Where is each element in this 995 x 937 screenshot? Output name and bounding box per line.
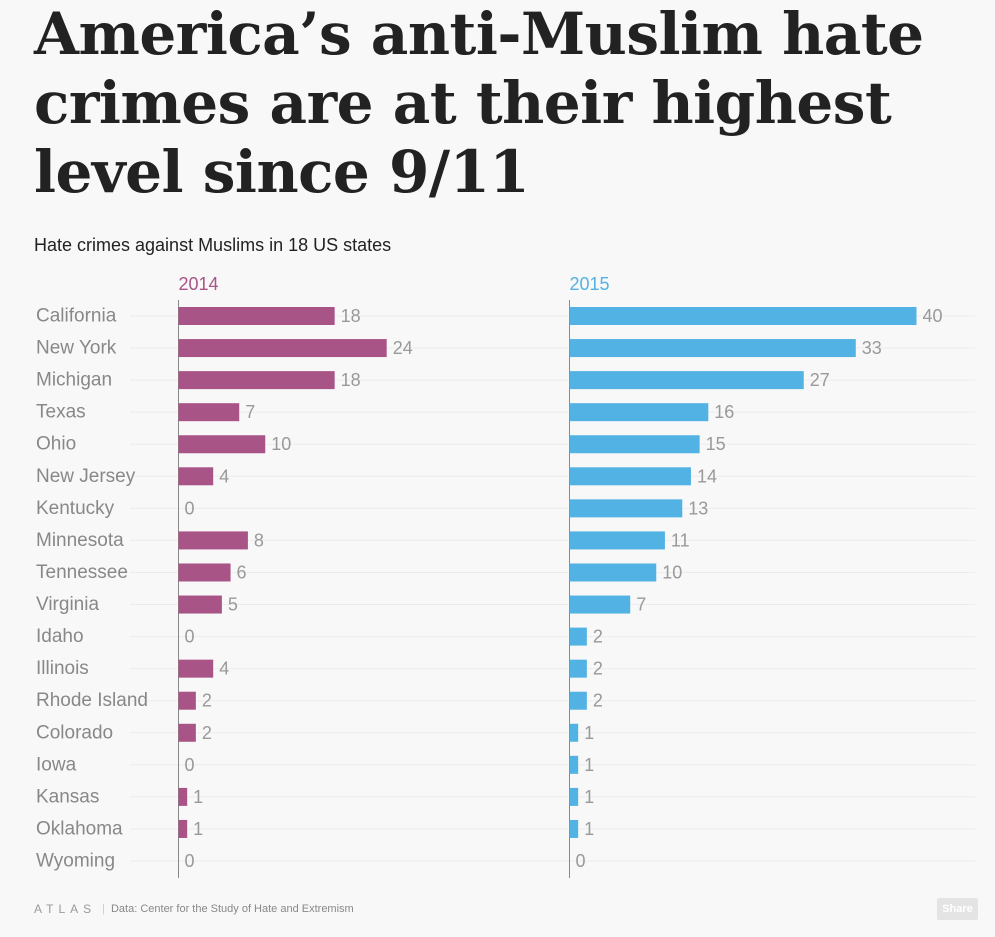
category-label: Tennessee bbox=[36, 562, 128, 583]
data-label: 18 bbox=[341, 306, 361, 326]
data-label: 0 bbox=[185, 627, 195, 647]
bar bbox=[178, 563, 231, 582]
bar bbox=[569, 755, 579, 774]
bar bbox=[569, 435, 700, 454]
category-label: Iowa bbox=[36, 754, 77, 775]
bar bbox=[178, 787, 188, 806]
data-label: 11 bbox=[671, 530, 690, 550]
category-label: New Jersey bbox=[36, 466, 136, 487]
data-label: 1 bbox=[584, 723, 594, 743]
data-label: 7 bbox=[636, 595, 646, 615]
footer: ATLAS | Data: Center for the Study of Ha… bbox=[34, 902, 354, 916]
data-label: 1 bbox=[584, 755, 594, 775]
bar bbox=[569, 595, 631, 614]
category-label: Idaho bbox=[36, 626, 84, 647]
bar bbox=[178, 691, 196, 710]
data-label: 1 bbox=[584, 819, 594, 839]
bar bbox=[178, 531, 248, 550]
bar bbox=[178, 371, 335, 390]
bar bbox=[569, 499, 683, 518]
share-button[interactable]: Share bbox=[937, 898, 978, 920]
category-label: Texas bbox=[36, 402, 86, 423]
bar bbox=[178, 467, 214, 486]
data-label: 0 bbox=[185, 498, 195, 518]
category-label: Virginia bbox=[36, 594, 99, 615]
data-label: 18 bbox=[341, 370, 361, 390]
bar bbox=[569, 659, 587, 678]
data-label: 1 bbox=[193, 787, 203, 807]
data-label: 14 bbox=[697, 466, 717, 486]
category-label: Wyoming bbox=[36, 851, 115, 872]
chart-title: America’s anti-Muslim hate crimes are at… bbox=[34, 0, 924, 206]
data-label: 5 bbox=[228, 595, 238, 615]
bar-chart: California New York Michigan Texas Ohio New J… bbox=[36, 274, 975, 878]
category-label: Minnesota bbox=[36, 530, 124, 551]
bar bbox=[569, 403, 709, 422]
category-label: New York bbox=[36, 338, 117, 359]
category-label: Oklahoma bbox=[36, 818, 123, 839]
category-label: Kansas bbox=[36, 786, 99, 807]
category-label: Colorado bbox=[36, 722, 113, 743]
data-label: 10 bbox=[271, 434, 291, 454]
bar bbox=[178, 595, 222, 614]
data-label: 27 bbox=[810, 370, 830, 390]
data-label: 4 bbox=[219, 466, 229, 486]
category-label: California bbox=[36, 306, 117, 327]
bar bbox=[569, 371, 804, 390]
data-label: 4 bbox=[219, 659, 229, 679]
series-label: 2014 bbox=[179, 274, 219, 294]
data-label: 2 bbox=[593, 691, 603, 711]
data-label: 1 bbox=[193, 819, 203, 839]
data-label: 6 bbox=[237, 562, 247, 582]
data-label: 2 bbox=[593, 627, 603, 647]
data-label: 0 bbox=[185, 851, 195, 871]
data-label: 0 bbox=[576, 851, 586, 871]
bar bbox=[178, 403, 240, 422]
category-label: Rhode Island bbox=[36, 690, 148, 711]
bar bbox=[569, 467, 691, 486]
bar bbox=[569, 819, 579, 838]
data-label: 33 bbox=[862, 338, 882, 358]
data-label: 2 bbox=[202, 691, 212, 711]
chart-subtitle: Hate crimes against Muslims in 18 US sta… bbox=[34, 235, 392, 255]
data-label: 2 bbox=[202, 723, 212, 743]
data-label: 40 bbox=[923, 306, 943, 326]
category-label: Kentucky bbox=[36, 498, 115, 519]
data-label: 1 bbox=[584, 787, 594, 807]
bar bbox=[178, 435, 266, 454]
category-label: Ohio bbox=[36, 434, 76, 455]
bar bbox=[178, 723, 196, 742]
bar bbox=[178, 307, 335, 325]
bar bbox=[178, 339, 387, 358]
bar bbox=[569, 339, 856, 358]
category-label: Illinois bbox=[36, 658, 89, 679]
footer-separator: | bbox=[102, 903, 105, 915]
bar bbox=[569, 563, 657, 582]
data-label: 2 bbox=[593, 659, 603, 679]
bar bbox=[569, 787, 579, 806]
data-label: 10 bbox=[662, 562, 682, 582]
bar bbox=[178, 819, 188, 838]
bar bbox=[178, 659, 214, 678]
data-label: 16 bbox=[714, 402, 734, 422]
data-label: 15 bbox=[706, 434, 726, 454]
bar bbox=[569, 307, 917, 325]
bar bbox=[569, 627, 587, 646]
data-label: 24 bbox=[393, 338, 413, 358]
category-label: Michigan bbox=[36, 370, 112, 391]
series-label: 2015 bbox=[570, 274, 610, 294]
data-label: 7 bbox=[245, 402, 255, 422]
data-label: 13 bbox=[688, 498, 708, 518]
atlas-logo[interactable]: ATLAS bbox=[34, 902, 97, 916]
source-note: Data: Center for the Study of Hate and E… bbox=[110, 903, 354, 915]
bar bbox=[569, 691, 587, 710]
bar bbox=[569, 723, 579, 742]
bar bbox=[569, 531, 665, 550]
data-label: 0 bbox=[185, 755, 195, 775]
data-label: 8 bbox=[254, 530, 264, 550]
